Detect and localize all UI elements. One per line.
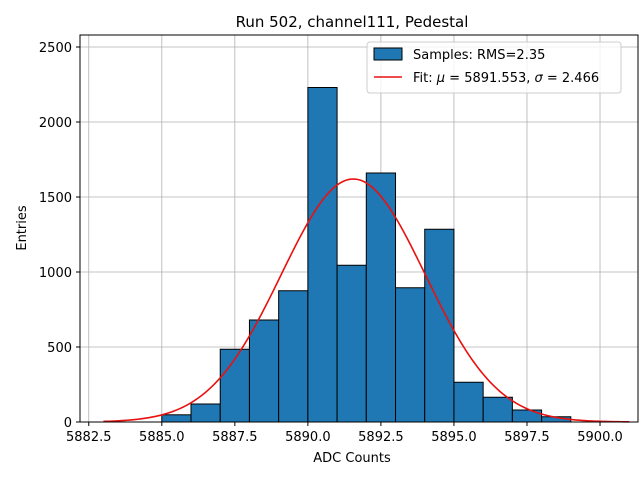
y-tick-label: 2500 (39, 41, 72, 56)
axes-frame (79, 34, 639, 423)
x-tick-label: 5900.0 (577, 430, 623, 445)
histogram-bar (161, 414, 192, 423)
legend-samples-swatch (373, 47, 403, 61)
legend-fit-prefix: Fit: (413, 71, 437, 86)
y-tick-label: 1000 (39, 266, 72, 281)
x-tick-label: 5885.0 (139, 430, 185, 445)
x-tick-label: 5892.5 (358, 430, 404, 445)
x-axis-ticks: 5882.5 5885.0 5887.5 5890.0 5892.5 5895.0 5897… (66, 422, 623, 445)
histogram-bar (424, 228, 455, 423)
legend-mu-value: = 5891.553, (445, 71, 534, 86)
legend-mu-symbol: μ (436, 71, 445, 86)
histogram-bar (395, 287, 426, 423)
legend-sigma-value: = 2.466 (543, 71, 599, 86)
legend-samples-label: Samples: RMS=2.35 (413, 48, 545, 63)
legend: Samples: RMS=2.35 Fit: μ = 5891.553, σ =… (366, 41, 622, 94)
x-tick-label: 5895.0 (431, 430, 477, 445)
x-tick-label: 5897.5 (504, 430, 550, 445)
histogram-bar (248, 319, 280, 423)
histogram-bars (161, 87, 572, 423)
histogram-bar (190, 403, 221, 423)
legend-box (366, 41, 622, 94)
y-tick-label: 0 (64, 416, 72, 431)
histogram-bar (482, 396, 513, 423)
histogram-bar (453, 381, 484, 423)
histogram-bar (278, 290, 309, 423)
legend-sigma-symbol: σ (535, 71, 544, 86)
y-tick-label: 2000 (39, 116, 72, 131)
x-tick-label: 5887.5 (212, 430, 258, 445)
y-axis-ticks: 0 500 1000 1500 2000 2500 (39, 41, 80, 431)
y-tick-label: 500 (47, 341, 72, 356)
legend-fit-label: Fit: μ = 5891.553, σ = 2.466 (413, 71, 599, 86)
histogram-bar (307, 87, 338, 423)
x-axis-label: ADC Counts (313, 451, 391, 466)
x-tick-label: 5882.5 (66, 430, 112, 445)
histogram-bar (511, 409, 543, 423)
chart-title: Run 502, channel111, Pedestal (236, 13, 469, 31)
y-axis-label: Entries (15, 205, 30, 251)
x-tick-label: 5890.0 (285, 430, 331, 445)
fit-curve (103, 178, 630, 423)
histogram-bar (336, 264, 367, 423)
y-tick-label: 1500 (39, 191, 72, 206)
